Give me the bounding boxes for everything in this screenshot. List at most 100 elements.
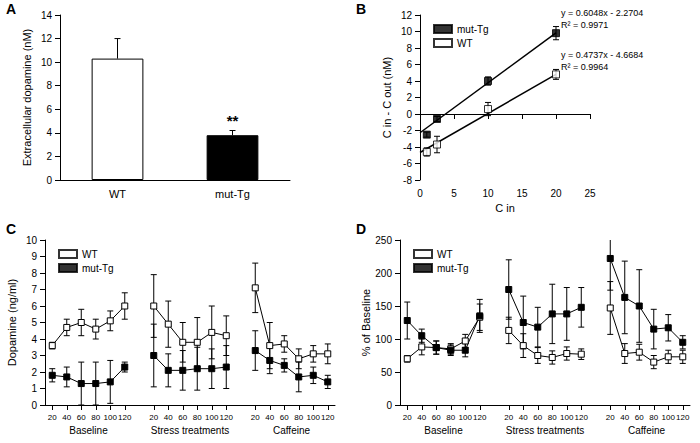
svg-text:mut-Tg: mut-Tg: [457, 24, 489, 35]
svg-text:40: 40: [519, 413, 528, 422]
svg-text:20: 20: [149, 413, 158, 422]
svg-text:100: 100: [307, 413, 321, 422]
svg-text:100: 100: [560, 413, 574, 422]
svg-text:100: 100: [459, 413, 473, 422]
svg-text:-6: -6: [403, 158, 412, 169]
svg-text:20: 20: [403, 413, 412, 422]
svg-text:mut-Tg: mut-Tg: [215, 188, 250, 200]
svg-text:y = 0.6048x - 2.2704: y = 0.6048x - 2.2704: [561, 8, 643, 18]
svg-text:C: C: [6, 221, 16, 237]
svg-text:80: 80: [548, 413, 557, 422]
svg-text:25: 25: [584, 188, 596, 199]
svg-text:Baseline: Baseline: [424, 425, 463, 436]
svg-text:WT: WT: [109, 188, 126, 200]
svg-text:40: 40: [417, 413, 426, 422]
svg-text:120: 120: [676, 413, 690, 422]
svg-text:60: 60: [635, 413, 644, 422]
svg-text:A: A: [6, 1, 16, 17]
svg-text:60: 60: [280, 413, 289, 422]
svg-text:D: D: [356, 221, 366, 237]
svg-text:10: 10: [41, 57, 53, 68]
svg-text:0: 0: [386, 400, 392, 411]
svg-text:100: 100: [205, 413, 219, 422]
svg-text:0: 0: [417, 188, 423, 199]
svg-text:40: 40: [265, 413, 274, 422]
svg-text:60: 60: [77, 413, 86, 422]
svg-text:-8: -8: [403, 175, 412, 186]
svg-text:80: 80: [91, 413, 100, 422]
svg-text:20: 20: [550, 188, 562, 199]
svg-text:4: 4: [406, 76, 412, 87]
svg-text:1: 1: [31, 383, 37, 394]
svg-text:WT: WT: [82, 249, 98, 260]
svg-text:% of Baseline: % of Baseline: [360, 289, 372, 356]
svg-text:mut-Tg: mut-Tg: [437, 263, 469, 274]
svg-text:2: 2: [46, 151, 52, 162]
svg-text:80: 80: [446, 413, 455, 422]
svg-text:120: 120: [220, 413, 234, 422]
svg-text:6: 6: [406, 59, 412, 70]
svg-text:120: 120: [321, 413, 335, 422]
svg-text:15: 15: [516, 188, 528, 199]
svg-text:C in - C out (nM): C in - C out (nM): [381, 57, 393, 138]
svg-text:60: 60: [178, 413, 187, 422]
svg-text:8: 8: [31, 268, 37, 279]
svg-text:60: 60: [432, 413, 441, 422]
svg-text:mut-Tg: mut-Tg: [82, 263, 114, 274]
svg-text:100: 100: [375, 334, 392, 345]
svg-text:120: 120: [473, 413, 487, 422]
svg-text:150: 150: [375, 301, 392, 312]
svg-text:0: 0: [46, 175, 52, 186]
svg-text:Dopamine (ng/ml): Dopamine (ng/ml): [6, 279, 18, 366]
svg-text:6: 6: [46, 104, 52, 115]
svg-text:Stress treatments: Stress treatments: [151, 425, 229, 436]
svg-text:7: 7: [31, 284, 37, 295]
svg-text:80: 80: [649, 413, 658, 422]
svg-text:60: 60: [533, 413, 542, 422]
svg-text:40: 40: [620, 413, 629, 422]
svg-text:80: 80: [294, 413, 303, 422]
svg-text:y = 0.4737x - 4.6684: y = 0.4737x - 4.6684: [561, 50, 643, 60]
svg-text:4: 4: [31, 334, 37, 345]
svg-text:WT: WT: [437, 249, 453, 260]
svg-text:Baseline: Baseline: [69, 425, 108, 436]
svg-text:Extracellular dopamine (nM): Extracellular dopamine (nM): [21, 29, 33, 167]
svg-text:WT: WT: [457, 38, 473, 49]
svg-text:C in: C in: [495, 202, 515, 214]
svg-text:200: 200: [375, 268, 392, 279]
svg-text:250: 250: [375, 235, 392, 246]
svg-text:10: 10: [26, 235, 38, 246]
svg-text:8: 8: [46, 80, 52, 91]
svg-text:9: 9: [31, 251, 37, 262]
svg-text:50: 50: [381, 367, 393, 378]
svg-text:0: 0: [31, 400, 37, 411]
svg-text:4: 4: [46, 127, 52, 138]
svg-text:20: 20: [48, 413, 57, 422]
svg-text:100: 100: [662, 413, 676, 422]
svg-text:8: 8: [406, 43, 412, 54]
svg-text:20: 20: [606, 413, 615, 422]
svg-text:2: 2: [406, 92, 412, 103]
svg-text:-4: -4: [403, 142, 412, 153]
svg-text:0: 0: [406, 109, 412, 120]
svg-text:40: 40: [164, 413, 173, 422]
svg-text:40: 40: [62, 413, 71, 422]
svg-text:**: **: [227, 112, 239, 129]
svg-text:Stress treatments: Stress treatments: [506, 425, 584, 436]
svg-text:B: B: [356, 1, 366, 17]
svg-text:20: 20: [504, 413, 513, 422]
svg-text:R² = 0.9964: R² = 0.9964: [561, 62, 608, 72]
svg-text:12: 12: [401, 10, 413, 21]
svg-text:R² = 0.9971: R² = 0.9971: [561, 20, 608, 30]
svg-text:-2: -2: [403, 125, 412, 136]
svg-text:80: 80: [193, 413, 202, 422]
svg-text:10: 10: [401, 26, 413, 37]
svg-text:120: 120: [118, 413, 132, 422]
svg-text:5: 5: [451, 188, 457, 199]
svg-text:14: 14: [41, 10, 53, 21]
svg-text:2: 2: [31, 367, 37, 378]
svg-text:20: 20: [251, 413, 260, 422]
svg-text:100: 100: [104, 413, 118, 422]
svg-text:120: 120: [575, 413, 589, 422]
svg-text:10: 10: [482, 188, 494, 199]
